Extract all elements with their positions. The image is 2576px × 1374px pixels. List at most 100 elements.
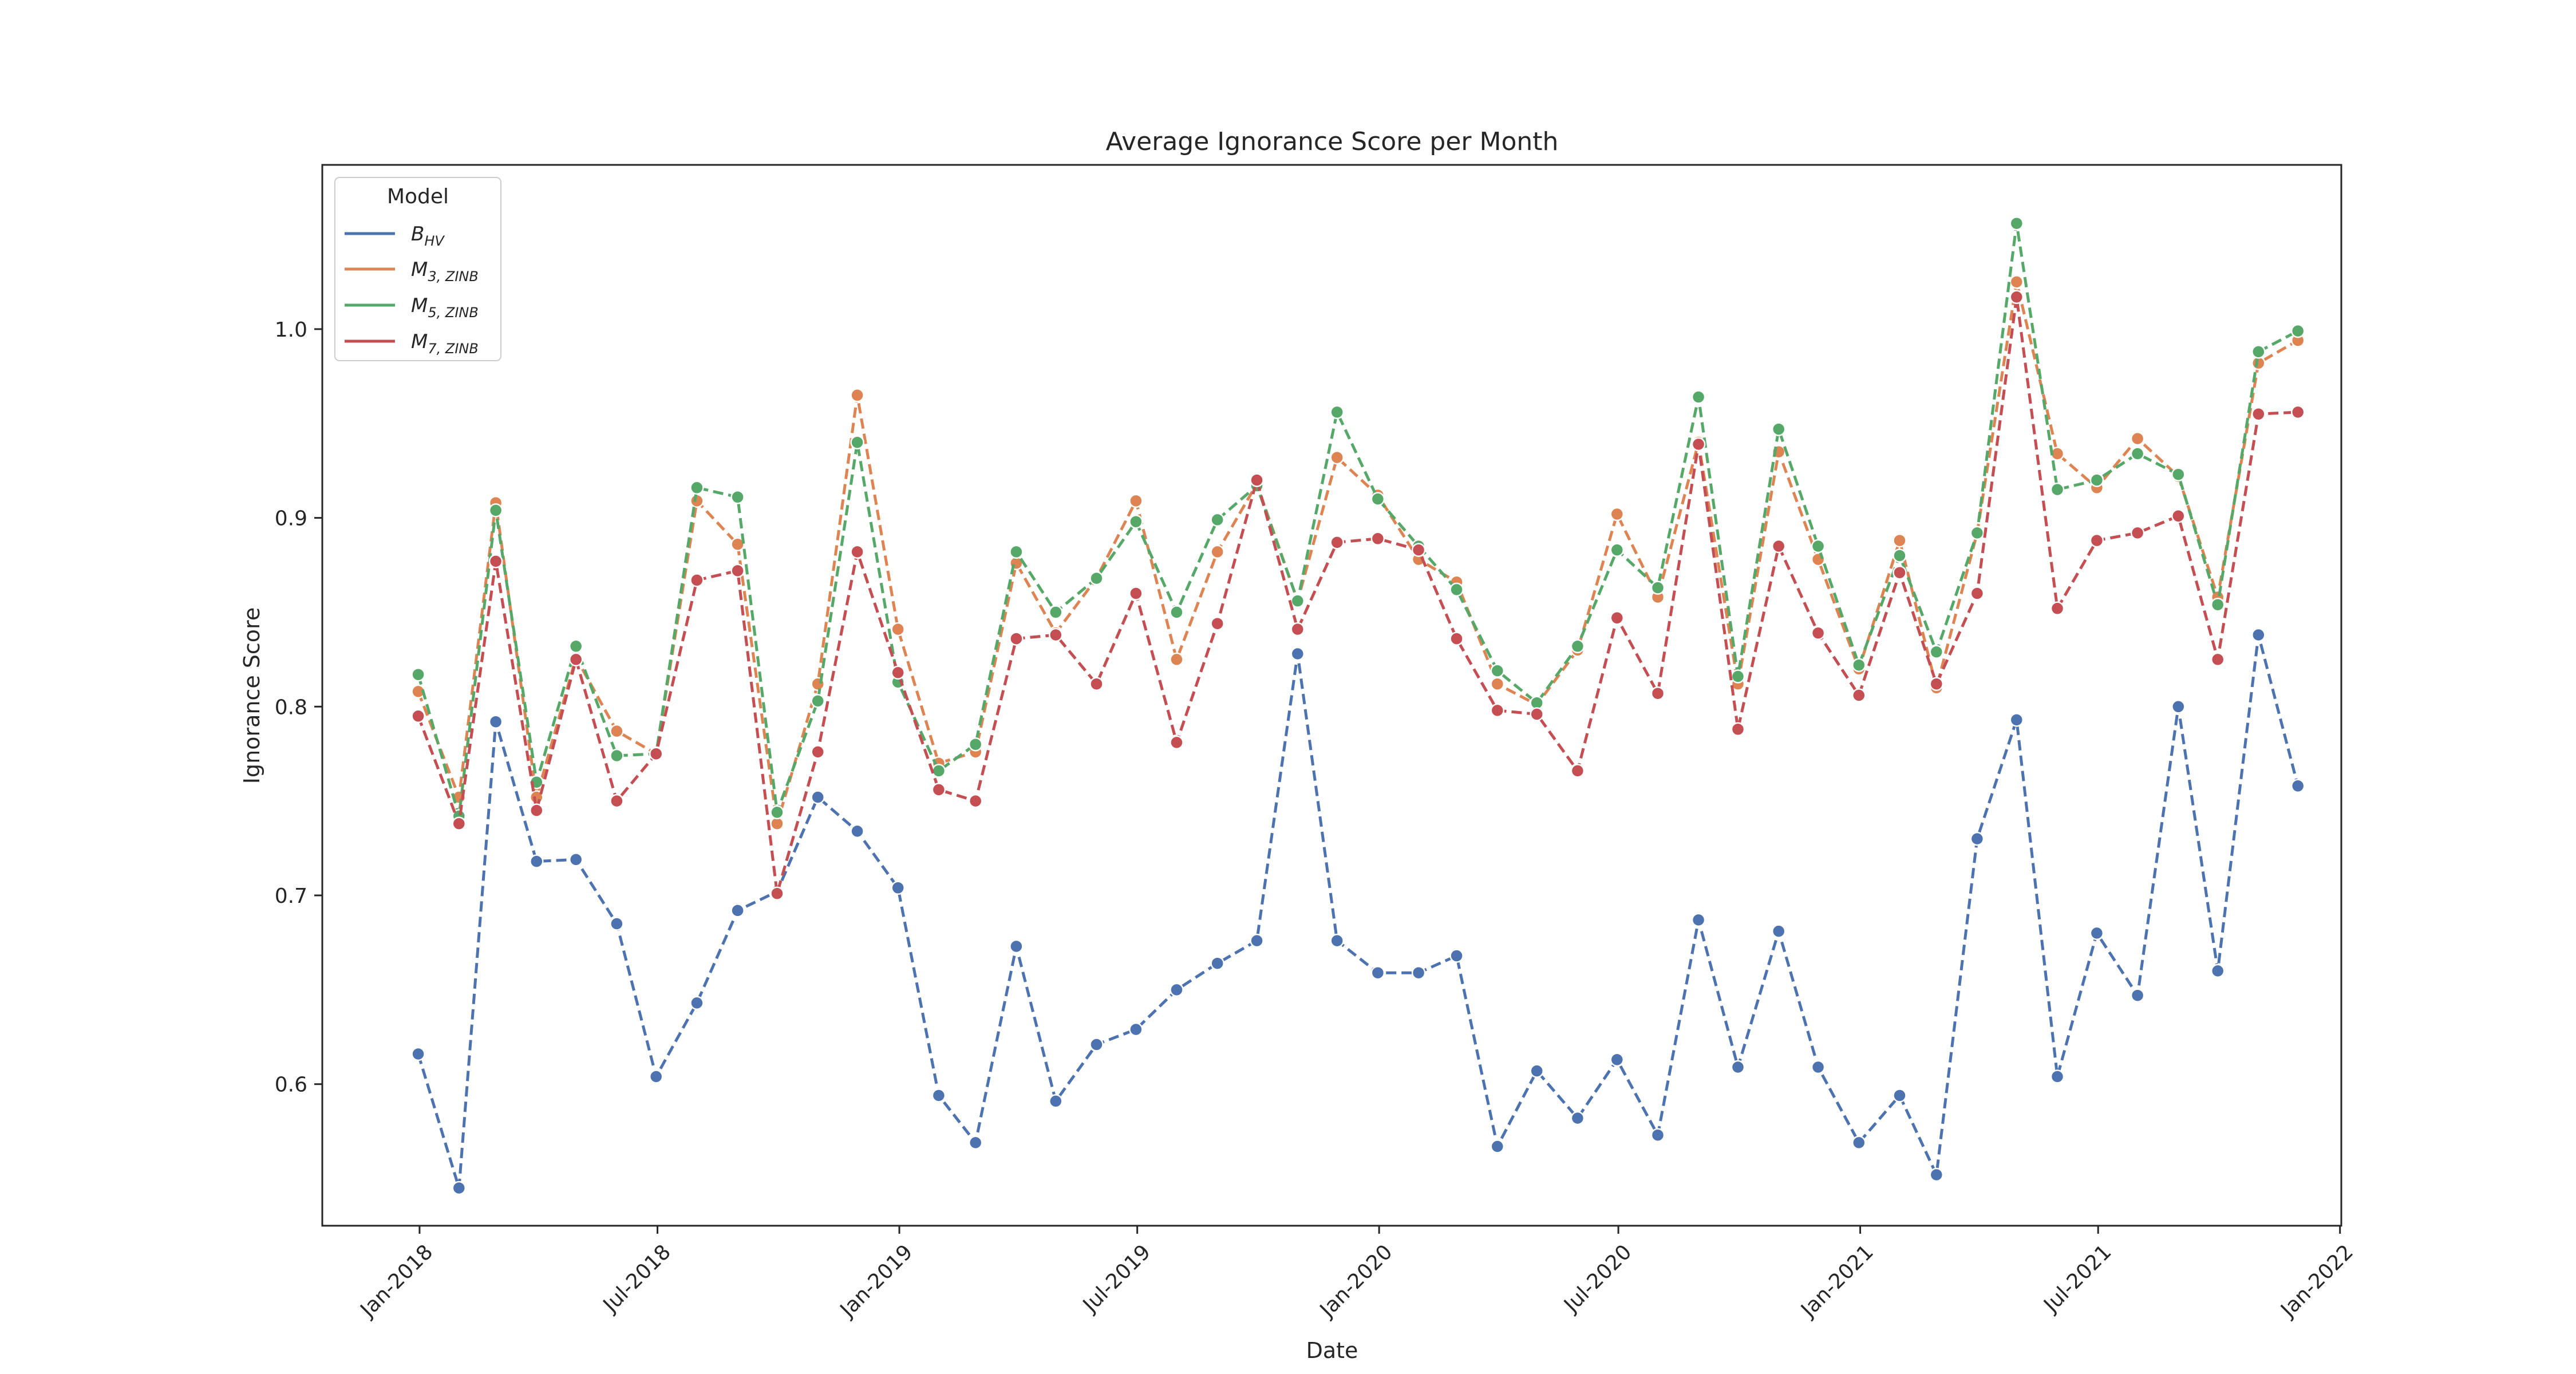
data-point [1929, 1167, 1944, 1182]
data-point [1089, 1037, 1104, 1052]
data-point [2251, 406, 2266, 421]
data-point [530, 854, 544, 868]
data-point [690, 573, 704, 587]
data-point [2130, 988, 2145, 1002]
data-point [1049, 627, 1063, 642]
data-point [770, 886, 784, 901]
data-point [1009, 939, 1024, 954]
data-point [1411, 965, 1426, 980]
data-point [891, 881, 905, 895]
data-point [2210, 964, 2225, 978]
data-point [1691, 913, 1706, 927]
data-point [811, 745, 825, 759]
data-point [1610, 611, 1625, 625]
series-3 [411, 290, 2305, 901]
data-point [1449, 582, 1464, 597]
data-point [1449, 949, 1464, 963]
data-point [1929, 645, 1944, 659]
series-line-1 [417, 280, 2299, 826]
data-point [1730, 1060, 1745, 1075]
data-point [1570, 1111, 1585, 1126]
data-point [811, 694, 825, 708]
svg-text:BHV: BHV [411, 223, 445, 249]
data-point [850, 544, 864, 559]
data-point [1129, 514, 1143, 529]
data-point [530, 803, 544, 818]
data-point [1970, 586, 1985, 601]
data-point [1089, 677, 1104, 691]
legend-sub-2: 5, ZINB [428, 305, 478, 321]
legend: Model BHV M3, ZINB M5, ZINB M7, ZINB [334, 177, 501, 361]
legend-entry: BHV [345, 223, 445, 249]
data-point [2009, 216, 2024, 231]
data-point [1129, 1022, 1143, 1037]
data-point [1610, 1052, 1625, 1067]
legend-sub-3: 7, ZINB [428, 341, 478, 357]
data-point [1049, 605, 1063, 619]
data-point [1210, 512, 1224, 527]
data-point [2050, 1069, 2065, 1084]
data-point [568, 852, 583, 867]
data-point [811, 790, 825, 804]
data-point [2050, 482, 2065, 497]
data-point [1811, 626, 1826, 640]
data-point [891, 622, 905, 637]
data-point [2009, 713, 2024, 727]
data-point [850, 388, 864, 402]
data-point [1610, 507, 1625, 522]
series-layer [411, 216, 2305, 1195]
data-point [730, 563, 745, 578]
data-point [488, 503, 503, 518]
data-point [2210, 597, 2225, 612]
data-point [891, 665, 905, 680]
y-ticks: 0.6 0.7 0.8 0.9 1.0 [275, 318, 322, 1097]
data-point [1290, 646, 1305, 661]
chart-title: Average Ignorance Score per Month [1106, 127, 1559, 156]
legend-label-0: B [411, 223, 424, 246]
data-point [1929, 677, 1944, 691]
data-point [2089, 533, 2104, 548]
data-point [1691, 437, 1706, 452]
data-point [850, 824, 864, 839]
data-point [931, 783, 946, 797]
data-point [850, 435, 864, 449]
svg-text:M3, ZINB: M3, ZINB [411, 258, 479, 285]
data-point [1490, 677, 1505, 691]
legend-entry: M5, ZINB [345, 294, 479, 321]
data-point [931, 1088, 946, 1103]
data-point [649, 1069, 663, 1084]
data-point [1009, 544, 1024, 559]
data-point [931, 764, 946, 778]
data-point [2009, 275, 2024, 289]
legend-label-1: M [411, 258, 428, 281]
data-point [2171, 509, 2186, 523]
data-point [488, 554, 503, 568]
series-0 [411, 627, 2305, 1195]
data-point [730, 537, 745, 551]
y-axis-label: Ignorance Score [239, 607, 264, 784]
svg-text:M7, ZINB: M7, ZINB [411, 330, 479, 357]
legend-frame [334, 177, 501, 361]
data-point [1370, 531, 1385, 546]
data-point [1330, 535, 1344, 550]
series-line-0 [417, 633, 2300, 1190]
data-point [1129, 586, 1143, 601]
data-point [690, 996, 704, 1010]
svg-text:M5, ZINB: M5, ZINB [411, 294, 479, 321]
data-point [1370, 492, 1385, 506]
data-point [1290, 594, 1305, 608]
legend-sub-1: 3, ZINB [428, 269, 478, 285]
data-point [1089, 571, 1104, 586]
data-point [770, 805, 784, 820]
data-point [1893, 565, 1907, 580]
data-point [1170, 652, 1184, 667]
data-point [2050, 601, 2065, 616]
data-point [2290, 779, 2305, 793]
data-point [452, 1180, 467, 1195]
x-axis-label: Date [1306, 1338, 1358, 1363]
data-point [568, 639, 583, 654]
data-point [1530, 1064, 1544, 1078]
data-point [1129, 493, 1143, 508]
data-point [1570, 639, 1585, 654]
